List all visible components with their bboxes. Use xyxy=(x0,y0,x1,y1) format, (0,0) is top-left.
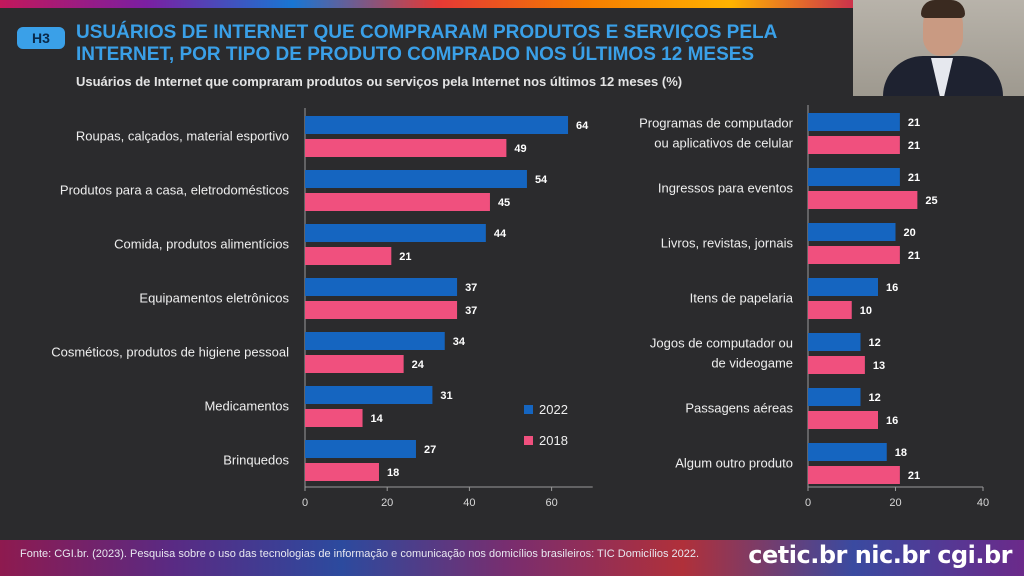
x-tick-label: 0 xyxy=(302,497,308,509)
category-label: Cosméticos, produtos de higiene pessoal xyxy=(51,345,289,360)
source-footnote: Fonte: CGI.br. (2023). Pesquisa sobre o … xyxy=(20,548,700,560)
bar-2018 xyxy=(305,355,404,373)
bar-2018 xyxy=(808,466,900,484)
category-label: Itens de papelaria xyxy=(690,291,794,306)
bar-2022 xyxy=(305,440,416,458)
data-label-2022: 18 xyxy=(895,447,907,459)
bar-2018 xyxy=(808,136,900,154)
data-label-2022: 31 xyxy=(440,390,452,402)
category-label: Roupas, calçados, material esportivo xyxy=(76,129,289,144)
bar-2018 xyxy=(808,246,900,264)
x-tick-label: 0 xyxy=(805,497,811,509)
category-label: Equipamentos eletrônicos xyxy=(139,291,289,306)
legend-label-2022: 2022 xyxy=(539,402,568,417)
data-label-2018: 45 xyxy=(498,197,510,209)
chart-subtitle: Usuários de Internet que compraram produ… xyxy=(76,74,683,89)
footer-bar xyxy=(0,540,1024,576)
data-label-2018: 13 xyxy=(873,360,885,372)
category-label: Livros, revistas, jornais xyxy=(661,236,794,251)
category-label: Comida, produtos alimentícios xyxy=(114,237,289,252)
data-label-2022: 54 xyxy=(535,174,548,186)
bar-2022 xyxy=(808,443,887,461)
bar-2022 xyxy=(808,333,861,351)
data-label-2018: 18 xyxy=(387,467,399,479)
category-label: Programas de computador ou aplicativos de… xyxy=(639,116,794,151)
bar-chart: 0 20 40 60 Roupas, calçados, material esport… xyxy=(51,105,989,509)
chart-title: USUÁRIOS DE INTERNET QUE COMPRARAM PRODU… xyxy=(76,22,777,65)
bar-2018 xyxy=(808,356,865,374)
data-label-2018: 21 xyxy=(908,140,920,152)
data-label-2018: 10 xyxy=(860,305,872,317)
x-tick-label: 60 xyxy=(545,497,557,509)
top-color-stripe xyxy=(0,0,1024,8)
data-label-2018: 14 xyxy=(371,413,384,425)
bar-2022 xyxy=(808,278,878,296)
section-badge: H3 xyxy=(17,27,65,49)
x-tick-label: 20 xyxy=(889,497,901,509)
data-label-2022: 21 xyxy=(908,117,920,129)
data-label-2022: 12 xyxy=(869,337,881,349)
legend-label-2018: 2018 xyxy=(539,433,568,448)
data-label-2018: 16 xyxy=(886,415,898,427)
data-label-2022: 64 xyxy=(576,120,589,132)
bar-2022 xyxy=(305,332,445,350)
bar-2022 xyxy=(305,278,458,296)
data-label-2022: 37 xyxy=(465,282,477,294)
data-label-2018: 25 xyxy=(925,195,937,207)
category-label: Passagens aéreas xyxy=(685,401,793,416)
category-label: Ingressos para eventos xyxy=(658,181,794,196)
bar-2022 xyxy=(808,223,896,241)
data-label-2018: 21 xyxy=(908,470,920,482)
bar-2018 xyxy=(808,301,852,319)
organization-logos: cetic.br nic.br cgi.br xyxy=(748,541,1012,569)
bar-2018 xyxy=(305,463,379,481)
bar-2022 xyxy=(808,168,900,186)
bar-2018 xyxy=(808,191,918,209)
x-tick-label: 40 xyxy=(977,497,989,509)
bar-2022 xyxy=(808,113,900,131)
data-label-2022: 16 xyxy=(886,282,898,294)
bar-2018 xyxy=(305,193,490,211)
bar-2018 xyxy=(305,247,392,265)
category-label: Jogos de computador ou de videogame xyxy=(650,336,793,371)
category-label: Brinquedos xyxy=(223,453,289,468)
legend-swatch-2022 xyxy=(524,405,533,414)
data-label-2022: 27 xyxy=(424,444,436,456)
data-label-2022: 20 xyxy=(904,227,916,239)
bar-2022 xyxy=(305,224,486,242)
bar-2022 xyxy=(305,386,433,404)
x-tick-label: 40 xyxy=(463,497,475,509)
bar-2018 xyxy=(305,301,458,319)
presenter-webcam xyxy=(853,0,1024,96)
data-label-2022: 34 xyxy=(453,336,466,348)
category-label: Produtos para a casa, eletrodomésticos xyxy=(60,183,290,198)
data-label-2018: 21 xyxy=(399,251,411,263)
bar-2022 xyxy=(305,116,569,134)
category-label: Algum outro produto xyxy=(675,456,793,471)
data-label-2022: 44 xyxy=(494,228,507,240)
category-label: Medicamentos xyxy=(204,399,289,414)
bar-2018 xyxy=(305,139,507,157)
bar-2022 xyxy=(305,170,527,188)
bar-2022 xyxy=(808,388,861,406)
data-label-2018: 24 xyxy=(412,359,425,371)
x-tick-label: 20 xyxy=(381,497,393,509)
data-label-2022: 21 xyxy=(908,172,920,184)
data-label-2018: 49 xyxy=(514,143,526,155)
data-label-2018: 37 xyxy=(465,305,477,317)
legend-swatch-2018 xyxy=(524,436,533,445)
bar-2018 xyxy=(808,411,878,429)
data-label-2022: 12 xyxy=(869,392,881,404)
bar-2018 xyxy=(305,409,363,427)
data-label-2018: 21 xyxy=(908,250,920,262)
